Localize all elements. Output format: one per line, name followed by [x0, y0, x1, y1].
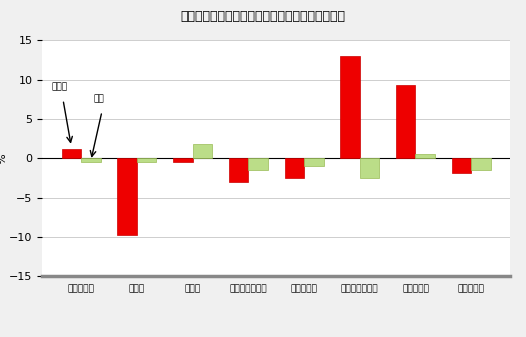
Bar [360, 158, 379, 178]
Bar [285, 158, 304, 178]
Bar [304, 158, 323, 166]
Bar [137, 158, 156, 162]
Bar [81, 158, 100, 162]
Text: 鳥取県: 鳥取県 [52, 83, 68, 92]
Bar [229, 158, 248, 182]
Text: 図３　産業別現金給与総額の前年比（５人以上）: 図３ 産業別現金給与総額の前年比（５人以上） [180, 10, 346, 23]
Y-axis label: %: % [0, 153, 7, 164]
Bar [62, 149, 81, 158]
Bar [248, 158, 268, 170]
Bar [396, 85, 416, 158]
Text: 全国: 全国 [94, 94, 104, 103]
Bar [340, 56, 360, 158]
Bar [193, 144, 212, 158]
Bar [117, 158, 137, 236]
Bar [416, 154, 435, 158]
Bar [471, 158, 491, 170]
Bar [452, 158, 471, 173]
Bar [173, 158, 193, 162]
